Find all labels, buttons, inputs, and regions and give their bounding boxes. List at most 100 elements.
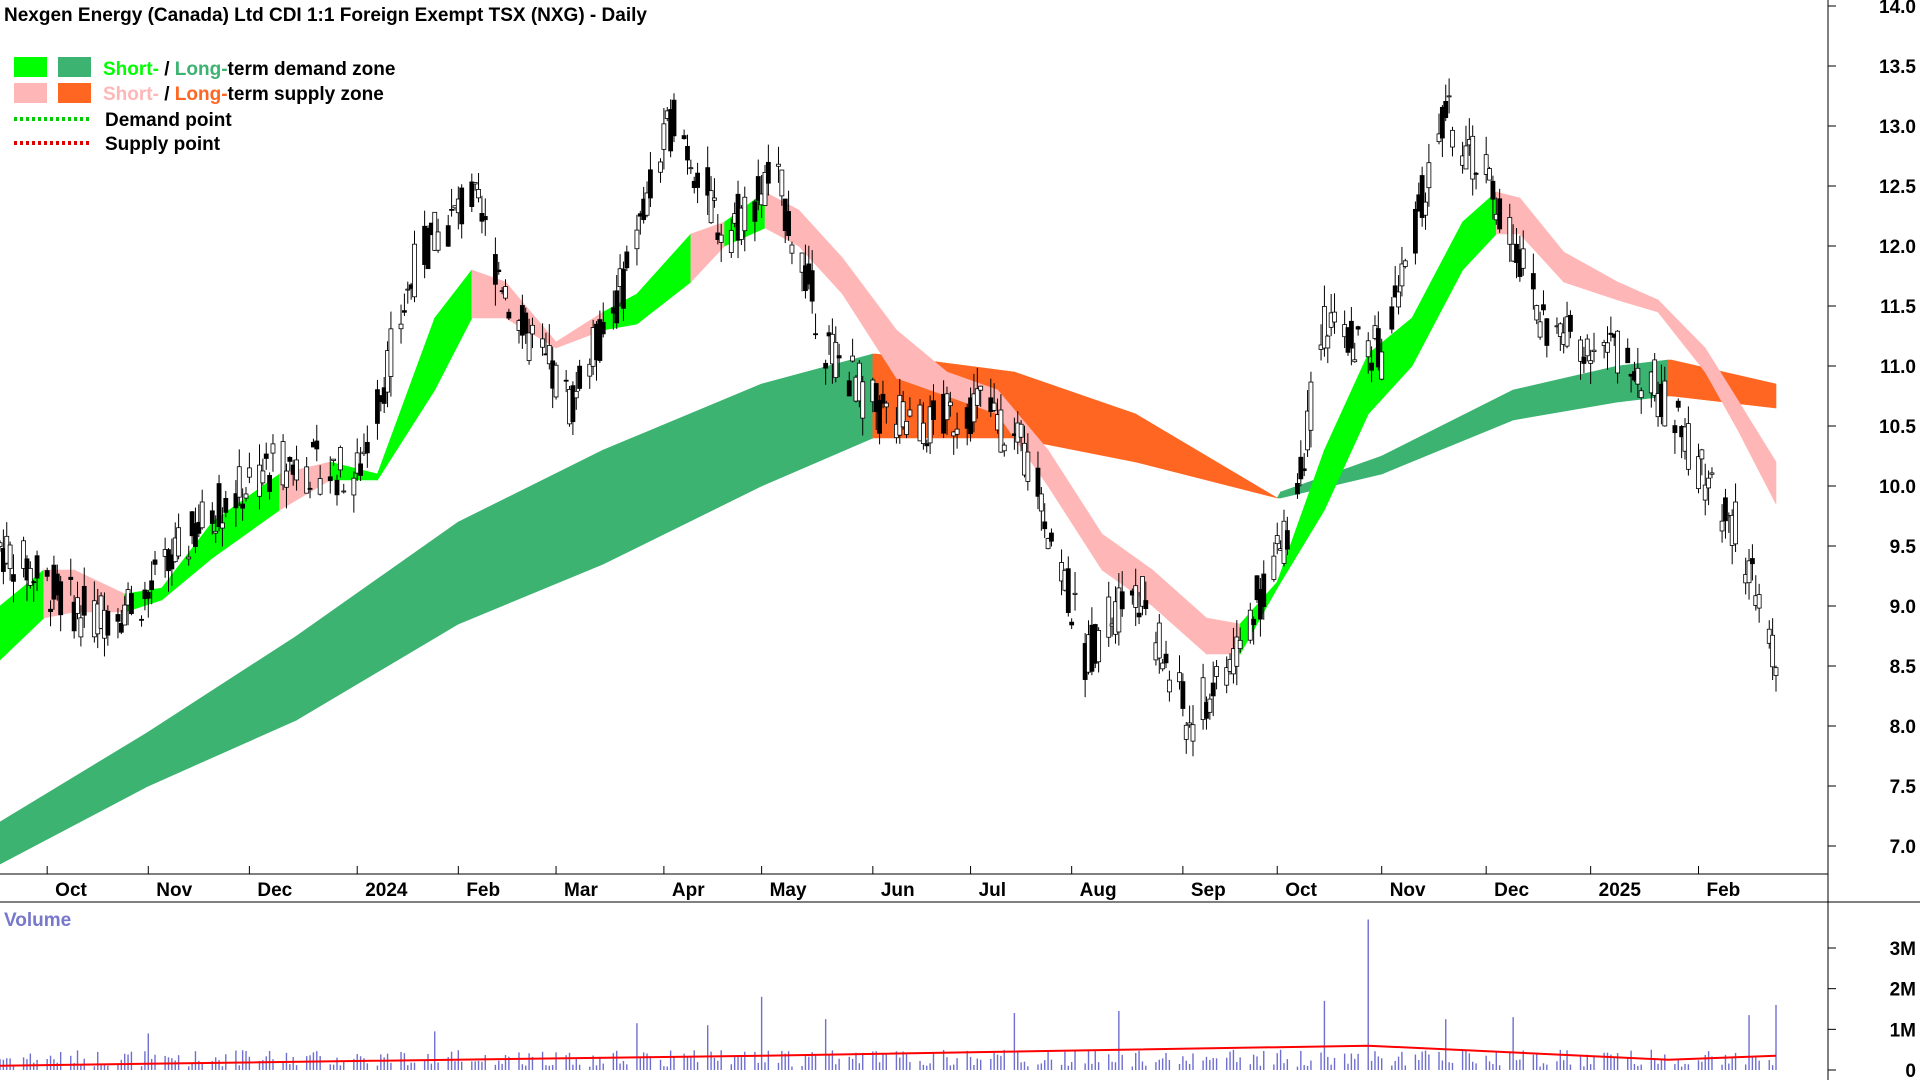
price-candle <box>1001 442 1007 457</box>
price-candle <box>1541 290 1546 316</box>
price-candle <box>1116 573 1122 646</box>
candle-body <box>327 476 333 482</box>
volume-layer <box>0 919 1777 1070</box>
candle-body <box>149 580 155 591</box>
candle-body <box>1251 618 1257 626</box>
candle-body <box>358 463 363 476</box>
candle-body <box>991 402 997 411</box>
price-candle <box>755 159 761 211</box>
price-candle <box>1214 660 1219 690</box>
candle-body <box>341 490 347 493</box>
time-tick-label: Nov <box>1390 880 1426 901</box>
price-candle <box>1470 125 1476 196</box>
candle-body <box>600 321 606 335</box>
candle-body <box>1119 591 1125 610</box>
price-candle <box>375 379 380 440</box>
price-candle <box>1557 322 1563 351</box>
candle-body <box>658 161 663 173</box>
price-candle <box>1166 670 1172 702</box>
price-candle <box>530 317 535 349</box>
price-candle <box>1423 192 1428 230</box>
price-candle <box>860 375 866 436</box>
price-candle <box>1352 342 1358 363</box>
price-candle <box>685 134 690 175</box>
price-candle <box>1096 627 1102 673</box>
candle-body <box>1042 521 1048 530</box>
candle-body <box>307 487 313 490</box>
price-candle <box>34 550 40 592</box>
price-candle <box>432 211 438 251</box>
price-tick-label: 11.0 <box>1880 357 1916 378</box>
candle-body <box>799 252 805 273</box>
price-candle <box>304 456 310 494</box>
candle-body <box>472 182 478 185</box>
price-candle <box>789 241 795 265</box>
price-candle <box>294 445 299 491</box>
candle-body <box>122 604 128 626</box>
candle-body <box>755 176 761 201</box>
time-tick-label: 2024 <box>365 880 408 901</box>
price-candle <box>1530 253 1536 310</box>
candle-body <box>1399 263 1405 287</box>
price-candle <box>998 394 1004 453</box>
price-candle <box>1143 581 1149 616</box>
candle-body <box>213 530 219 534</box>
candle-body <box>1106 596 1112 638</box>
price-candle <box>708 176 714 224</box>
candle-body <box>469 181 475 207</box>
price-candle <box>1207 693 1213 720</box>
candle-body <box>1746 560 1752 584</box>
price-candle <box>1274 522 1280 555</box>
price-candle <box>873 383 879 431</box>
price-candle <box>1537 311 1543 340</box>
price-candle <box>506 308 512 321</box>
candle-body <box>1470 135 1476 180</box>
price-candle <box>1301 453 1307 477</box>
price-candle <box>317 465 323 496</box>
long-term-zone-supply-segment <box>1667 359 1672 397</box>
candle-body <box>1483 154 1489 175</box>
candle-body <box>1750 558 1755 565</box>
candle-body <box>742 196 748 232</box>
candle-body <box>1069 621 1075 626</box>
candle-body <box>1065 568 1071 613</box>
candle-body <box>115 614 121 622</box>
time-tick-label: Jul <box>979 880 1006 901</box>
price-candle <box>44 567 50 582</box>
candle-body <box>1446 95 1452 98</box>
price-candle <box>621 261 626 321</box>
price-candle <box>880 380 886 409</box>
price-tick-layer: 14.0 13.5 13.0 12.5 12.0 11.5 11.0 10.5 10.0 9.5 9… <box>1828 0 1916 858</box>
price-candle <box>1652 352 1658 402</box>
candle-body <box>1180 681 1186 709</box>
candle-body <box>1696 456 1701 490</box>
price-candle <box>469 173 475 212</box>
candle-body <box>904 420 909 435</box>
candle-body <box>398 323 404 330</box>
candle-body <box>1352 359 1358 363</box>
price-candle <box>695 162 700 204</box>
price-candle <box>27 561 33 589</box>
price-candle <box>243 487 249 502</box>
price-tick-label: 9.0 <box>1890 597 1916 618</box>
candle-body <box>523 312 529 334</box>
candle-body <box>1025 451 1031 482</box>
price-candle <box>307 481 313 499</box>
candle-body <box>152 559 158 565</box>
candle-body <box>540 338 545 348</box>
price-candle <box>1237 627 1243 653</box>
time-tick-label: Jun <box>881 880 915 901</box>
price-candle <box>1389 296 1395 334</box>
candle-body <box>752 201 758 222</box>
candle-body <box>1439 106 1445 139</box>
price-candle <box>1190 705 1196 757</box>
candle-body <box>695 172 700 188</box>
price-candle <box>624 245 630 272</box>
price-candle <box>246 452 252 484</box>
candlestick-layer <box>0 78 1779 757</box>
candle-body <box>1136 612 1142 618</box>
price-candle <box>978 385 984 407</box>
price-candle <box>149 561 155 605</box>
price-candle <box>718 223 724 262</box>
candle-body <box>1308 381 1314 431</box>
